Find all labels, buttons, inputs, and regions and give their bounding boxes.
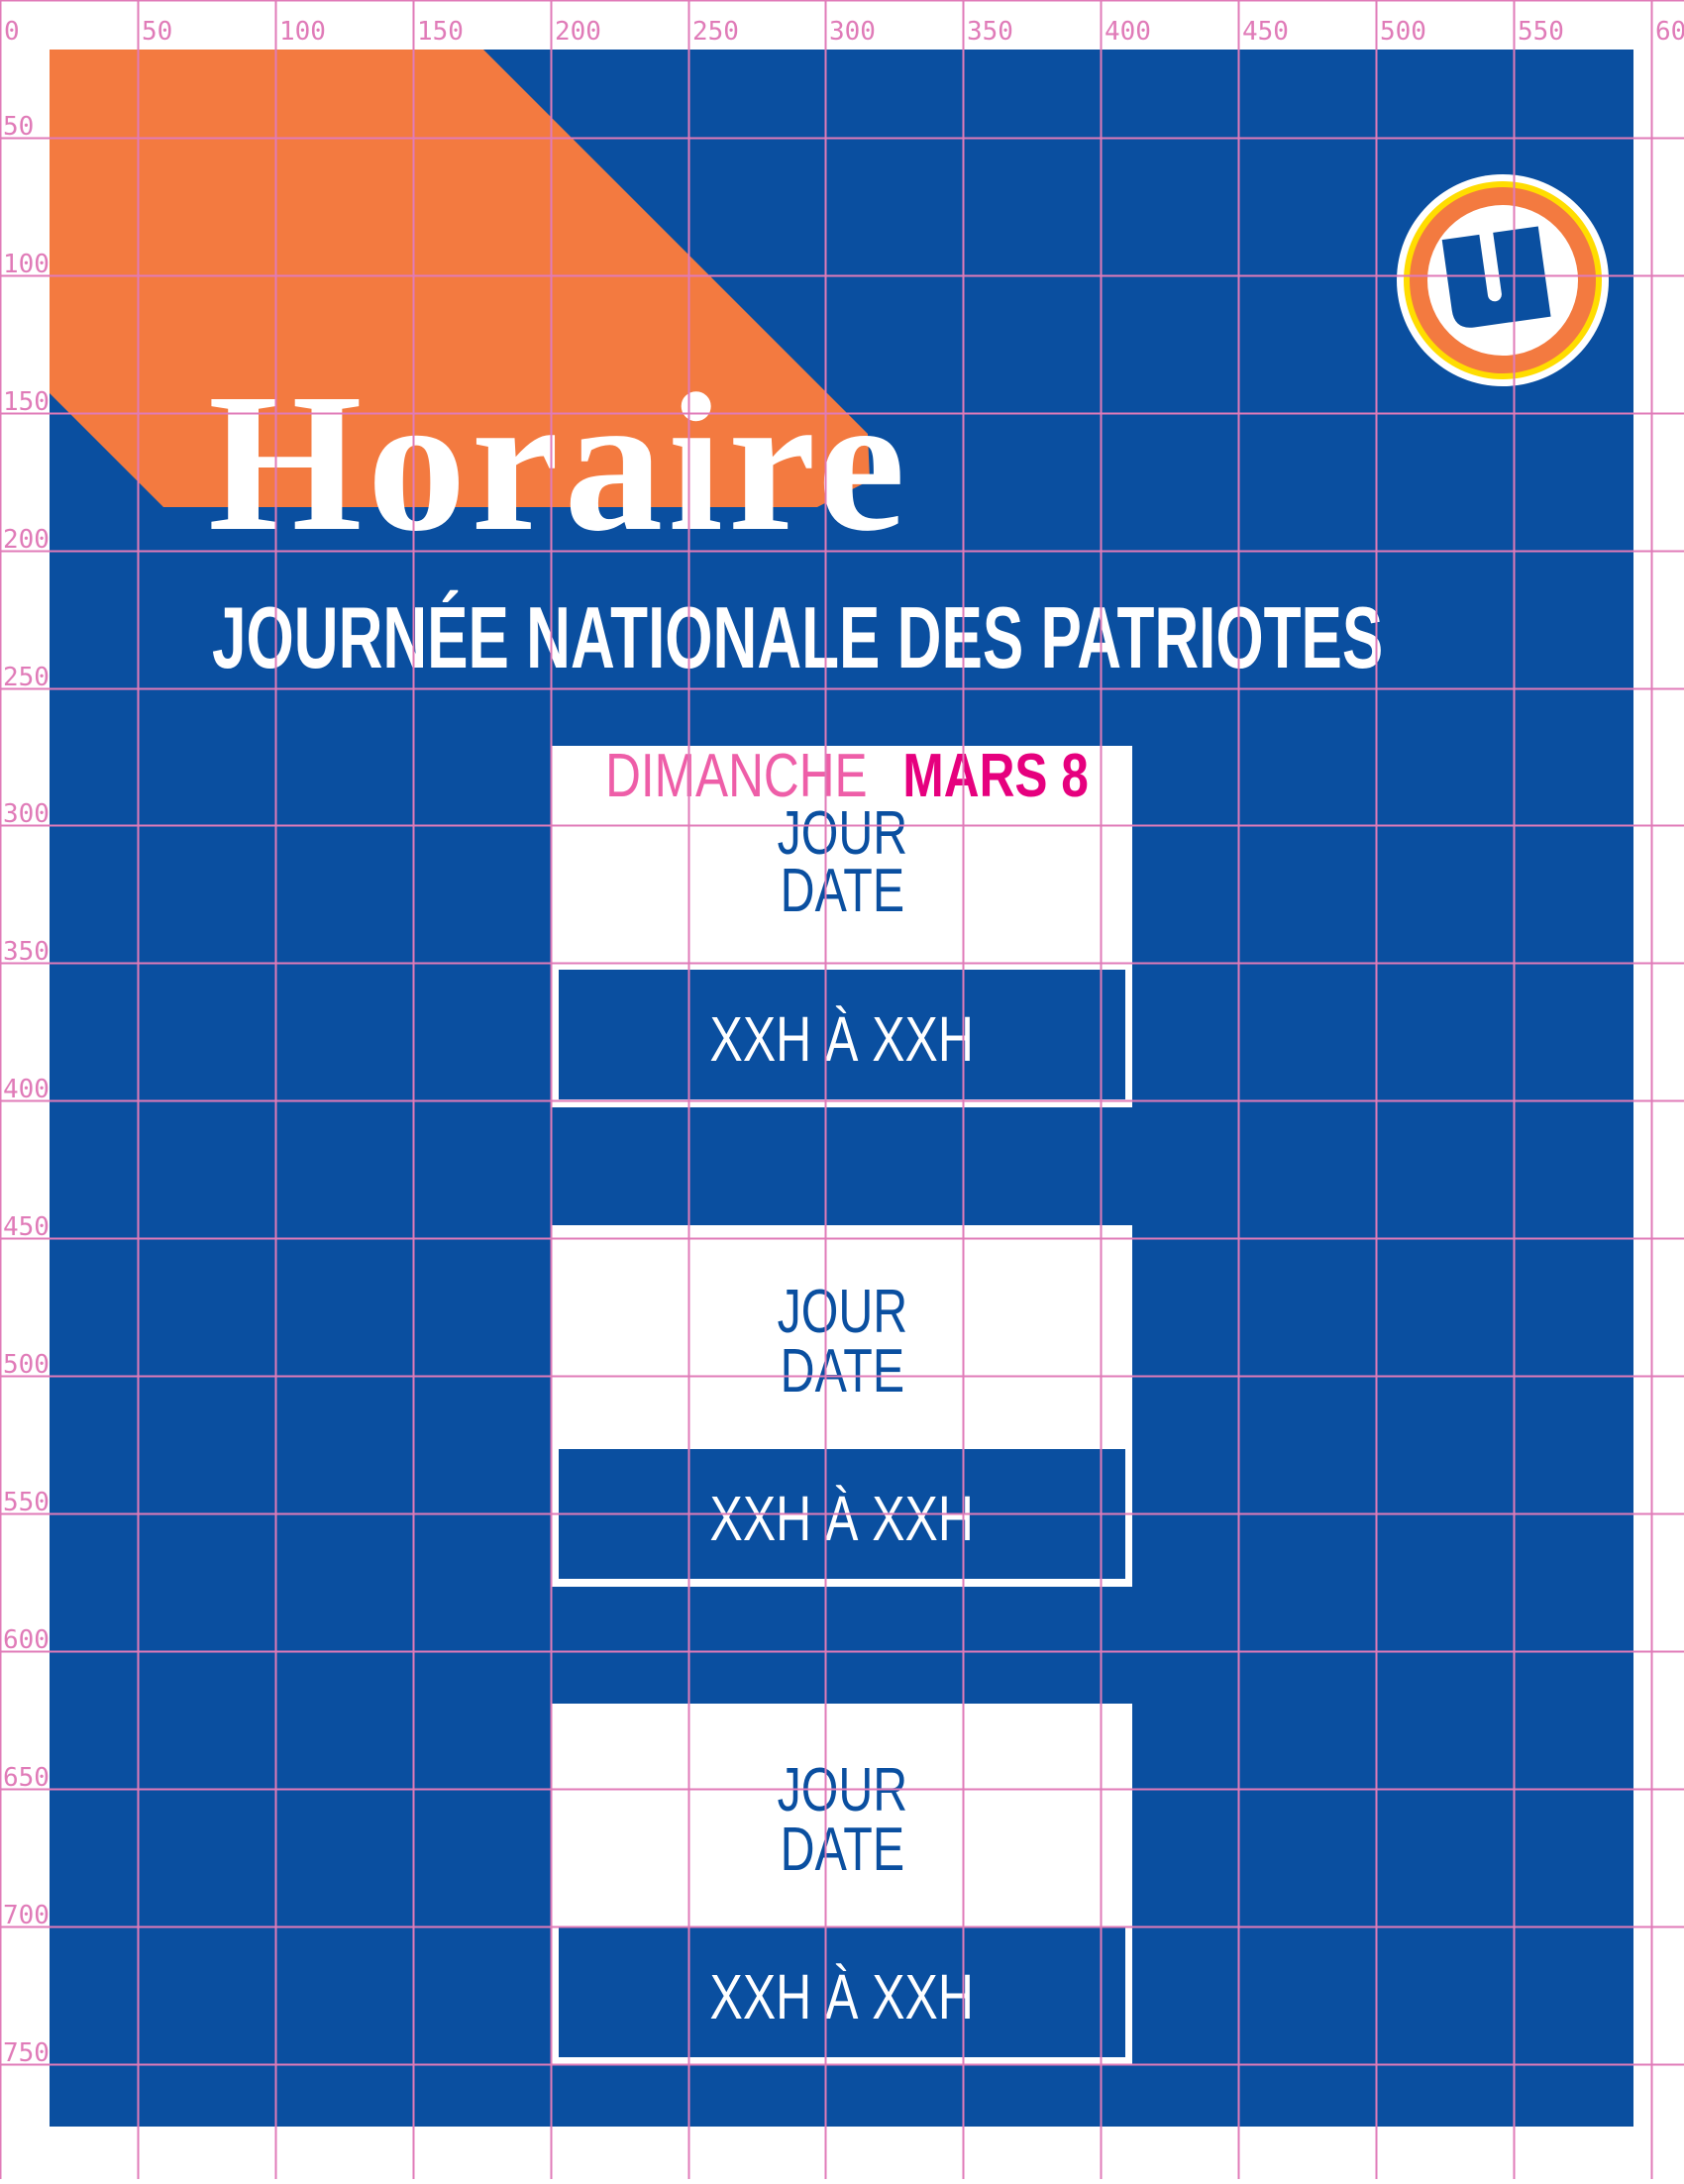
- card-hours: XXH À XXH: [559, 1961, 1125, 2032]
- card-day: JOUR: [777, 1278, 907, 1346]
- ruler-top-label: 550: [1518, 17, 1564, 47]
- card-day: JOUR: [777, 799, 907, 868]
- card-day-date: JOUR DATE: [552, 799, 1132, 925]
- ruler-top-label: 350: [967, 17, 1013, 47]
- ruler-left-label: 250: [3, 663, 50, 692]
- card-day-date: JOUR DATE: [552, 1278, 1132, 1405]
- poster-title: Horaire: [208, 354, 910, 572]
- ruler-left-label: 150: [3, 387, 50, 417]
- ruler-top-label: 150: [417, 17, 464, 47]
- card-day-date: JOUR DATE: [552, 1756, 1132, 1884]
- ruler-top-label: 0: [4, 17, 20, 47]
- ruler-top-label: 300: [829, 17, 876, 47]
- card-day: JOUR: [777, 1756, 907, 1824]
- card-hours-text: XXH À XXH: [709, 1961, 975, 2032]
- schedule-card-1: DIMANCHE MARS 8 JOUR DATE 1 H00 – 1 H00 XX…: [552, 746, 1132, 1107]
- ruler-left-label: 200: [3, 525, 50, 555]
- ruler-left-label: 750: [3, 2038, 50, 2068]
- schedule-card-3: JOUR DATE XXH À XXH: [552, 1704, 1132, 2065]
- ruler-top-label: 60: [1655, 17, 1684, 47]
- ruler-top-label: 100: [279, 17, 326, 47]
- ruler-top-label: 500: [1380, 17, 1426, 47]
- title-shadow: [50, 50, 870, 507]
- ruler-left-label: 100: [3, 250, 50, 279]
- card-date: DATE: [780, 1816, 904, 1884]
- overlay-time: 1 H00 – 1 H00: [656, 910, 1028, 975]
- card-hours-text: XXH À XXH: [709, 1483, 975, 1554]
- hours-box: XXH À XXH: [555, 966, 1129, 1103]
- orange-shadow-shape: [50, 50, 870, 507]
- ruler-left-label: 650: [3, 1763, 50, 1793]
- ruler-left-label: 700: [3, 1901, 50, 1930]
- card-hours: XXH À XXH: [559, 1483, 1125, 1554]
- overlay-date-text: MARS 8: [902, 742, 1090, 810]
- overlay-day-text: DIMANCHE: [604, 742, 868, 810]
- hours-box: XXH À XXH: [555, 1445, 1129, 1583]
- overlay-day-date: DIMANCHE MARS 8: [552, 742, 1132, 810]
- ruler-top-label: 400: [1105, 17, 1151, 47]
- card-date: DATE: [780, 1337, 904, 1405]
- ruler-top-label: 50: [142, 17, 173, 47]
- u-circle-logo-icon: [1397, 174, 1609, 386]
- card-date: DATE: [780, 857, 904, 925]
- card-hours: XXH À XXH: [559, 1003, 1125, 1075]
- ruler-left-label: 500: [3, 1350, 50, 1380]
- ruler-left-label: 550: [3, 1488, 50, 1517]
- ruler-left-label: 50: [3, 112, 35, 142]
- ruler-top-label: 200: [555, 17, 601, 47]
- card-hours-text: XXH À XXH: [709, 1003, 975, 1075]
- ruler-left-label: 350: [3, 937, 50, 967]
- poster-subtitle: JOURNÉE NATIONALE DES PATRIOTES: [212, 588, 1384, 686]
- ruler-left-label: 400: [3, 1075, 50, 1104]
- ruler-top-label: 250: [692, 17, 739, 47]
- ruler-left-label: 450: [3, 1212, 50, 1242]
- hours-box: XXH À XXH: [555, 1924, 1129, 2061]
- ruler-left-label: 600: [3, 1625, 50, 1655]
- schedule-card-2: JOUR DATE XXH À XXH: [552, 1225, 1132, 1587]
- ruler-top-label: 450: [1242, 17, 1289, 47]
- ruler-left-label: 300: [3, 799, 50, 829]
